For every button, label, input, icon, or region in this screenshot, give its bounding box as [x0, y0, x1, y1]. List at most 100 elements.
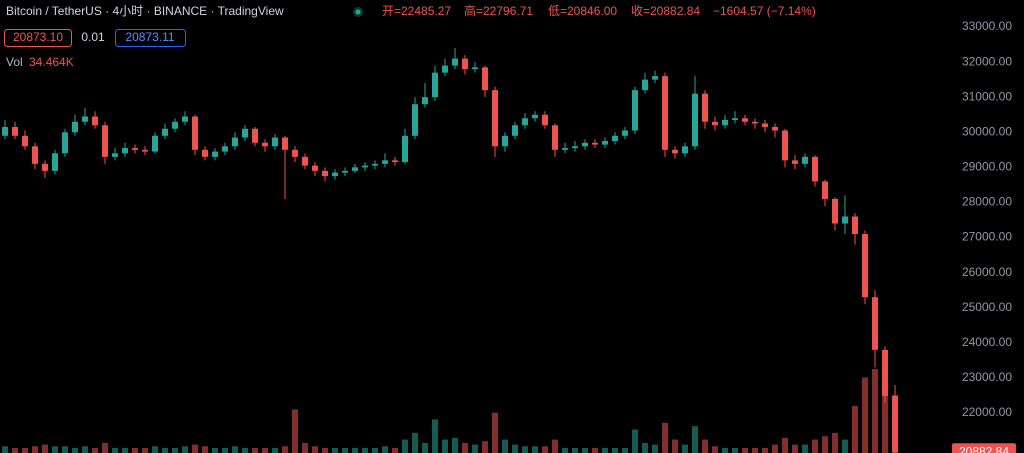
volume-bar [542, 446, 548, 453]
candle-body [242, 128, 248, 138]
candle-body [612, 135, 618, 142]
volume-bar [862, 377, 868, 453]
volume-bar [682, 444, 688, 453]
candle-body [662, 76, 668, 150]
volume-bar [162, 447, 168, 453]
candle-body [522, 118, 528, 126]
volume-bar [472, 444, 478, 453]
volume-bar [822, 436, 828, 453]
candle-body [102, 125, 108, 157]
volume-bar [292, 409, 298, 453]
candle-body [632, 90, 638, 131]
volume-bar [782, 437, 788, 453]
candle-body [552, 125, 558, 150]
volume-bar [492, 412, 498, 453]
volume-bar [582, 447, 588, 453]
volume-bar [182, 446, 188, 453]
candle-body [722, 119, 728, 126]
volume-bar [712, 446, 718, 453]
volume-bar [142, 447, 148, 453]
candle-body [292, 149, 298, 157]
candle-body [572, 146, 578, 149]
candle-body [302, 156, 308, 166]
chart-title: Bitcoin / TetherUS · 4小时 · BINANCE · Tra… [6, 4, 284, 18]
ohlc-legend: 开=22485.27 [382, 4, 451, 18]
candle-body [752, 121, 758, 124]
volume-bar [412, 432, 418, 453]
volume-bar [732, 447, 738, 453]
last-price-label: 20882.84 [959, 444, 1009, 453]
candle-body [672, 149, 678, 154]
y-tick-label: 28000.00 [962, 195, 1012, 209]
candle-body [772, 127, 778, 131]
y-tick-label: 33000.00 [962, 19, 1012, 33]
volume-legend-value: 34.464K [29, 55, 74, 69]
volume-bar [882, 382, 888, 453]
candle-body [352, 167, 358, 171]
volume-bar [692, 426, 698, 453]
candle-body [272, 137, 278, 147]
volume-bar [62, 446, 68, 453]
candle-body [212, 151, 218, 157]
volume-bar [812, 439, 818, 453]
candle-body [262, 142, 268, 147]
volume-bar [552, 439, 558, 453]
volume-bar [852, 405, 858, 453]
volume-bar [662, 422, 668, 453]
volume-bar [392, 447, 398, 453]
candle-body [492, 90, 498, 147]
candle-body [122, 148, 128, 154]
sell-button[interactable] [4, 29, 72, 47]
volume-bar [832, 432, 838, 453]
candle-body [512, 125, 518, 136]
volume-bar [402, 439, 408, 453]
candle-body [372, 163, 378, 166]
candle-body [332, 172, 338, 177]
candle-body [812, 156, 818, 182]
volume-bar [642, 442, 648, 453]
candle-body [782, 130, 788, 161]
volume-bar [532, 446, 538, 453]
candle-body [42, 163, 48, 171]
candle-body [872, 297, 878, 350]
candle-body [462, 58, 468, 70]
last-price-tag [952, 443, 1016, 453]
volume-bar [362, 447, 368, 453]
volume-bar [672, 439, 678, 453]
volume-bar [102, 442, 108, 453]
volume-bar [422, 442, 428, 453]
volume-bar [2, 446, 8, 453]
volume-bar [122, 447, 128, 453]
y-tick-label: 22000.00 [962, 405, 1012, 419]
candle-body [362, 165, 368, 168]
candle-body [692, 93, 698, 147]
volume-bar [112, 447, 118, 453]
candle-body [852, 216, 858, 235]
candle-body [112, 153, 118, 157]
buy-price[interactable]: 20873.11 [125, 30, 174, 44]
volume-bar [172, 447, 178, 453]
candle-body [92, 116, 98, 126]
candle-body [762, 123, 768, 128]
buy-button[interactable] [115, 29, 186, 47]
candle-body [832, 198, 838, 224]
volume-bar [482, 441, 488, 453]
status-dot [355, 9, 361, 15]
volume-bar [22, 447, 28, 453]
volume-bar [562, 447, 568, 453]
volume-bar [842, 439, 848, 453]
candle-body [252, 128, 258, 143]
candle-body [392, 160, 398, 163]
volume-layer [2, 369, 898, 453]
candle-body [542, 114, 548, 126]
y-tick-label: 31000.00 [962, 89, 1012, 103]
sell-price[interactable]: 20873.10 [13, 30, 63, 44]
volume-bar [452, 437, 458, 453]
ohlc-legend: 收=20882.84 [631, 4, 700, 18]
volume-bar [352, 447, 358, 453]
candle-body [422, 97, 428, 105]
candle-body [172, 121, 178, 129]
candle-body [502, 135, 508, 147]
candle-body [622, 130, 628, 136]
